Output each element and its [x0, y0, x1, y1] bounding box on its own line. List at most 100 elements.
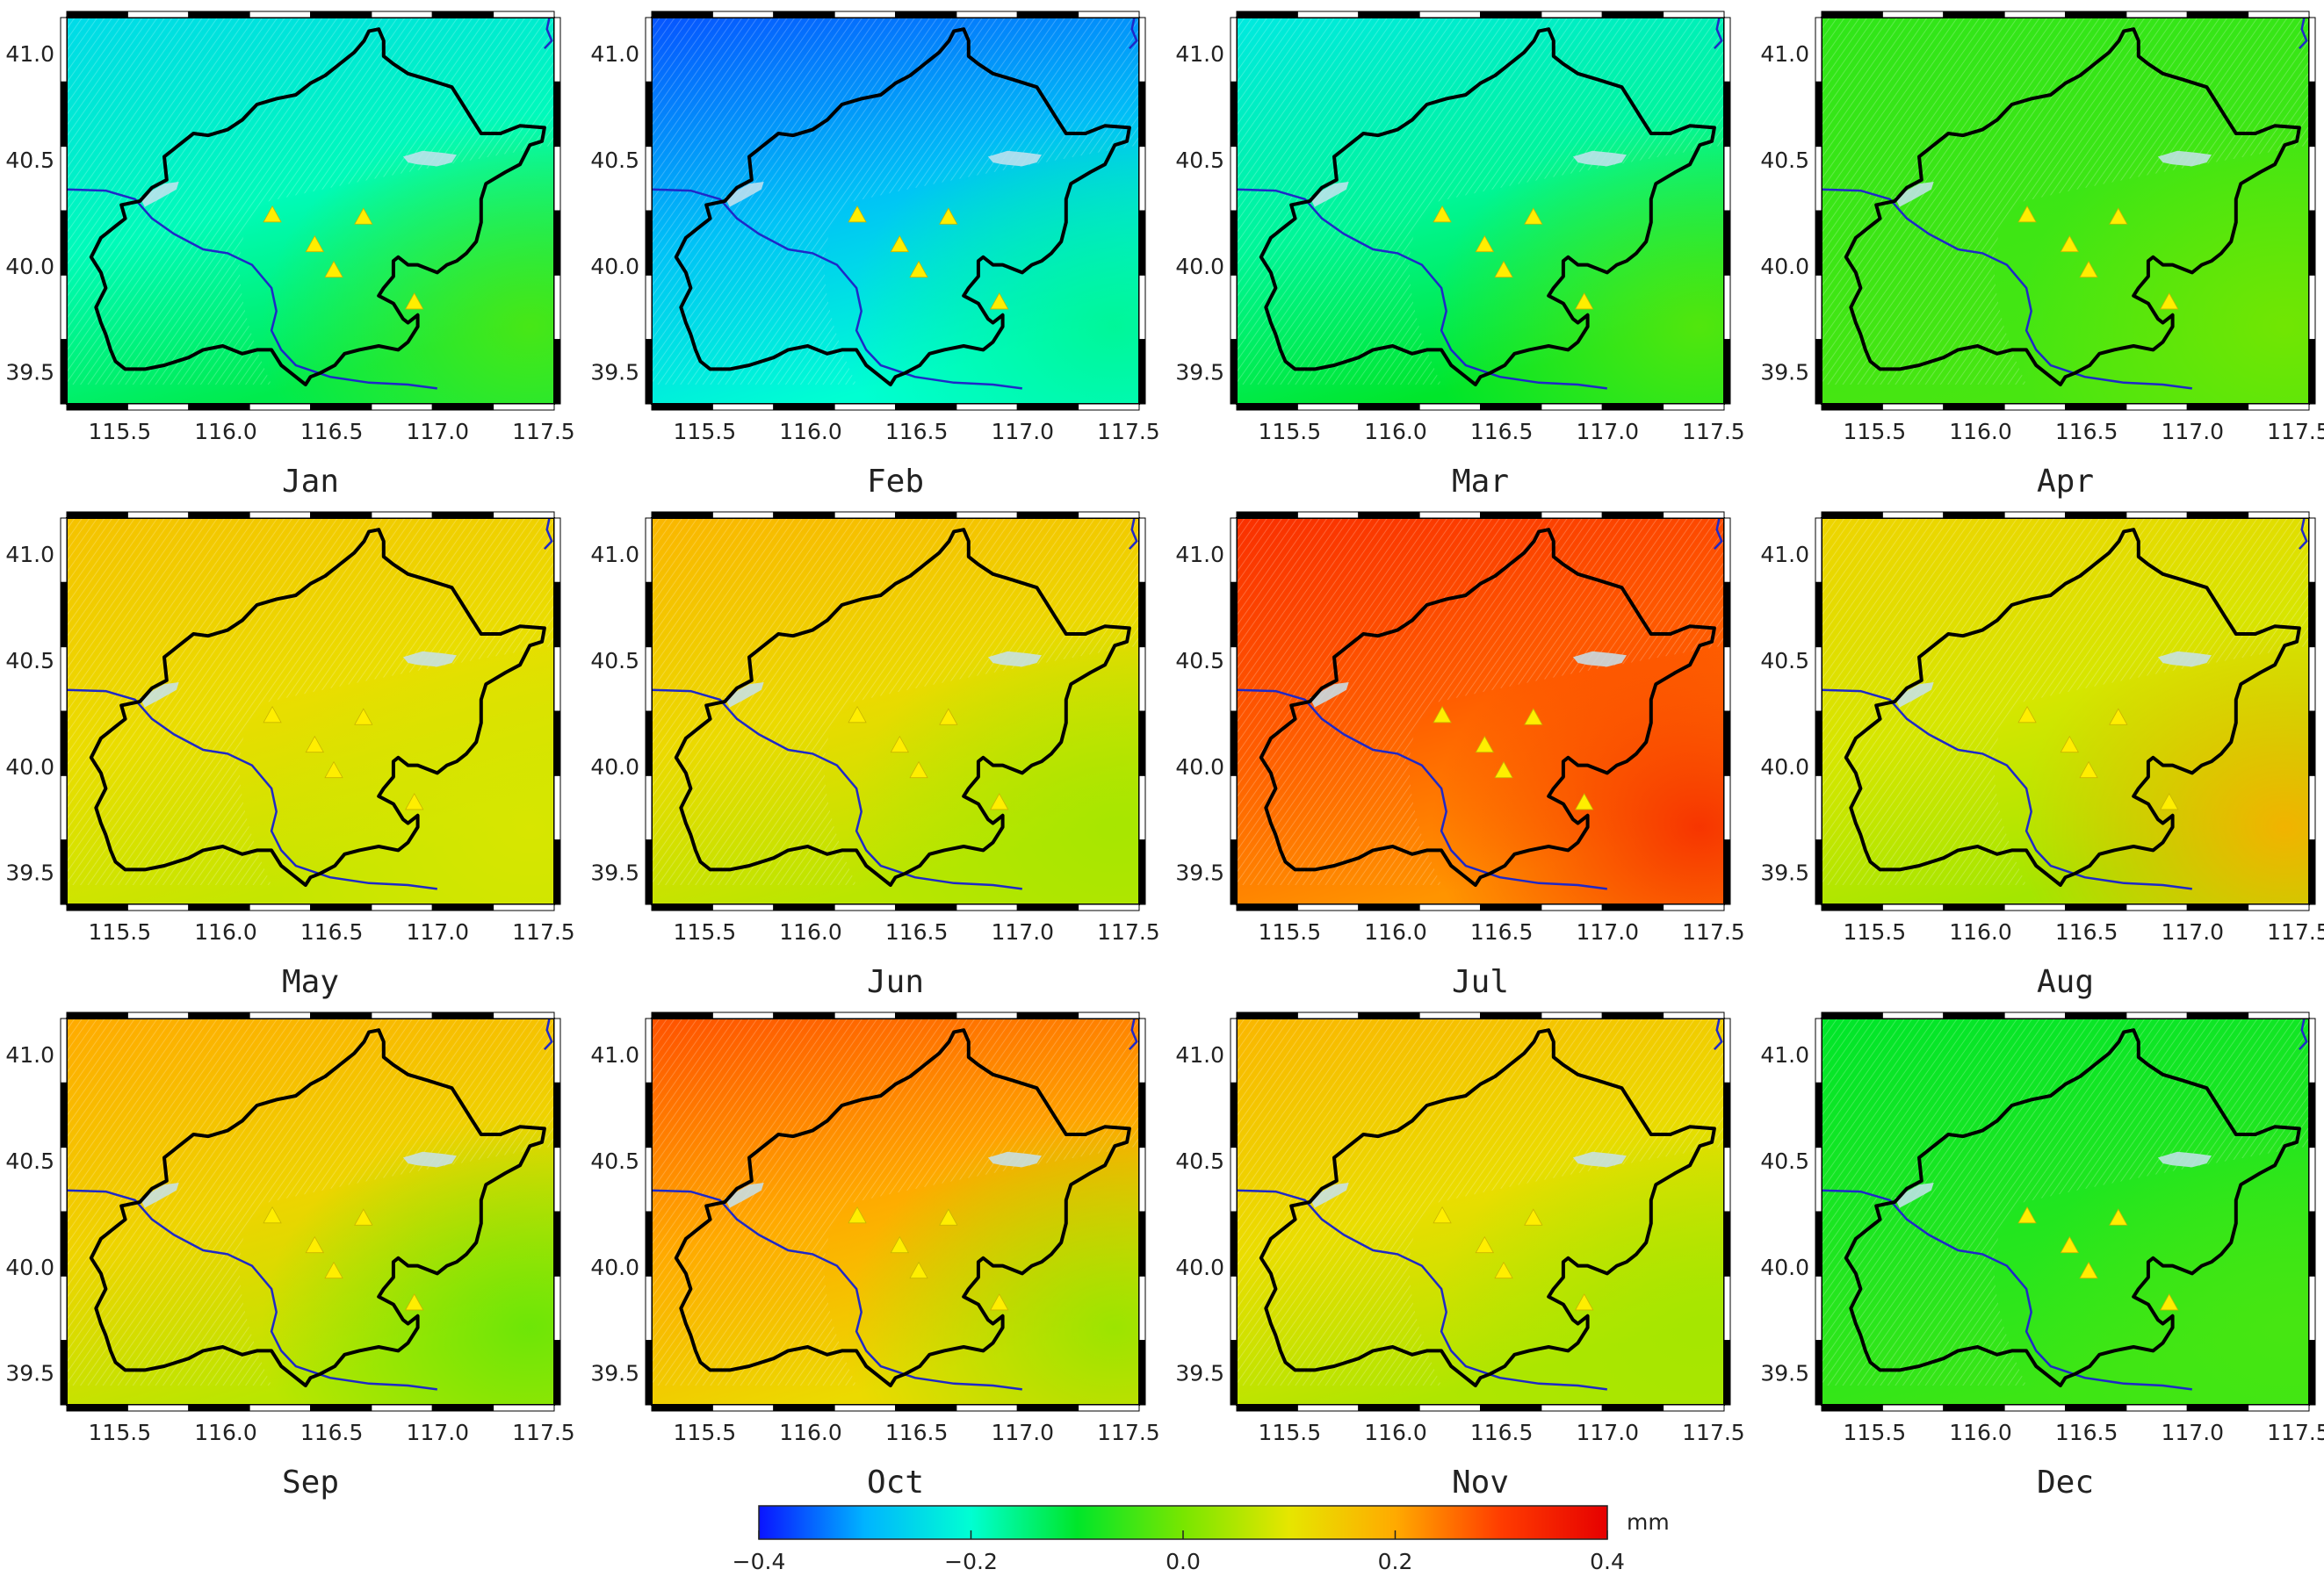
frame-tick-bottom	[493, 403, 555, 411]
frame-tick-bottom	[895, 903, 957, 911]
frame-tick-bottom	[1418, 1404, 1481, 1412]
frame-tick-top	[126, 11, 190, 18]
frame-tick-right	[1138, 517, 1146, 583]
x-tick-label: 116.0	[1364, 919, 1427, 945]
gnss-station-marker	[909, 760, 928, 779]
frame-tick-top	[1663, 511, 1725, 519]
x-tick-label: 117.0	[2161, 1420, 2224, 1445]
beijing-boundary	[89, 528, 546, 887]
frame-tick-top	[2248, 1011, 2310, 1019]
map-panel-jun: 115.5 116.0 116.5 117.0 117.5 41.0 40.5 40.0 39.…	[590, 511, 1160, 1000]
reservoir-1	[1572, 1151, 1627, 1168]
frame-tick-left	[60, 1018, 68, 1083]
frame-tick-left	[60, 517, 68, 583]
frame-tick-bottom	[2065, 903, 2127, 911]
frame-tick-top	[834, 511, 896, 519]
frame-tick-bottom	[2126, 1404, 2188, 1412]
x-tick-label: 117.0	[991, 1420, 1054, 1445]
frame-tick-bottom	[249, 1404, 311, 1412]
frame-tick-top	[1821, 511, 1883, 519]
frame-tick-bottom	[1358, 403, 1420, 411]
frame-tick-right	[1138, 1340, 1146, 1406]
frame-tick-top	[711, 11, 775, 18]
frame-tick-right	[1138, 81, 1146, 148]
frame-tick-top	[66, 1011, 128, 1019]
y-tick-label: 40.0	[590, 254, 639, 279]
frame-tick-right	[2308, 1018, 2316, 1083]
reservoir-2	[140, 682, 179, 708]
gnss-station-marker	[305, 234, 325, 253]
frame-tick-top	[1296, 1011, 1360, 1019]
month-label: Jul	[1452, 964, 1509, 1000]
frame-tick-right	[1723, 81, 1731, 148]
terrain-hillshade	[652, 1019, 1139, 1386]
month-label: Aug	[2037, 964, 2094, 1000]
frame-tick-left	[1230, 274, 1238, 341]
map-panel-feb: 115.5 116.0 116.5 117.0 117.5 41.0 40.5 40.0 39.…	[590, 11, 1160, 500]
frame-tick-bottom	[773, 403, 835, 411]
y-tick-label: 39.5	[5, 1361, 54, 1386]
frame-tick-right	[2308, 1340, 2316, 1406]
x-tick-label: 116.0	[1949, 919, 2012, 945]
map-panel-apr: 115.5 116.0 116.5 117.0 117.5 41.0 40.5 40.0 39.…	[1760, 11, 2324, 500]
frame-tick-right	[1723, 710, 1731, 776]
y-tick-label: 40.5	[1175, 148, 1224, 173]
x-tick-label: 115.5	[674, 919, 737, 945]
frame-tick-top	[493, 11, 555, 18]
frame-tick-right	[1723, 210, 1731, 276]
frame-tick-left	[645, 1340, 653, 1406]
frame-tick-bottom	[2126, 903, 2188, 911]
gnss-station-marker	[2017, 1206, 2037, 1224]
frame-tick-bottom	[66, 403, 128, 411]
gnss-station-marker	[263, 706, 282, 724]
frame-tick-bottom	[371, 903, 433, 911]
y-tick-label: 40.5	[590, 1148, 639, 1174]
frame-tick-top	[773, 511, 835, 519]
x-tick-label: 116.0	[1364, 1420, 1427, 1445]
frame-tick-top	[431, 511, 494, 519]
x-tick-label: 117.5	[2267, 1420, 2324, 1445]
frame-tick-bottom	[188, 403, 250, 411]
frame-tick-right	[2308, 774, 2316, 841]
y-tick-label: 40.0	[5, 754, 54, 780]
beijing-boundary	[1844, 1028, 2301, 1387]
frame-tick-left	[645, 1275, 653, 1342]
frame-tick-top	[895, 1011, 957, 1019]
frame-tick-bottom	[1943, 1404, 2005, 1412]
frame-tick-bottom	[2003, 1404, 2066, 1412]
frame-tick-top	[773, 1011, 835, 1019]
map-panel-dec: 115.5 116.0 116.5 117.0 117.5 41.0 40.5 40.0 39.…	[1760, 1011, 2324, 1501]
frame-tick-bottom	[188, 903, 250, 911]
x-tick-label: 116.5	[1470, 919, 1534, 945]
frame-tick-bottom	[1480, 1404, 1542, 1412]
river-line-east	[543, 517, 553, 551]
frame-tick-top	[1821, 11, 1883, 18]
frame-tick-bottom	[126, 1404, 190, 1412]
frame-tick-top	[956, 1011, 1018, 1019]
frame-tick-bottom	[1663, 1404, 1725, 1412]
gnss-station-marker	[2109, 708, 2128, 725]
frame-tick-bottom	[711, 403, 775, 411]
y-tick-label: 40.5	[5, 1148, 54, 1174]
frame-tick-top	[371, 11, 433, 18]
y-tick-label: 40.5	[1760, 148, 1809, 173]
x-tick-label: 115.5	[89, 1420, 152, 1445]
frame-tick-bottom	[126, 403, 190, 411]
frame-tick-top	[1078, 511, 1140, 519]
reservoir-2	[1895, 682, 1934, 708]
gnss-station-marker	[324, 760, 343, 779]
map-panel-may: 115.5 116.0 116.5 117.0 117.5 41.0 40.5 40.0 39.…	[5, 511, 575, 1000]
reservoir-2	[1895, 1183, 1934, 1208]
y-tick-label: 40.0	[5, 254, 54, 279]
frame-tick-bottom	[1016, 403, 1079, 411]
month-label: Jun	[867, 964, 924, 1000]
frame-tick-right	[1138, 581, 1146, 648]
frame-tick-top	[1663, 11, 1725, 18]
frame-tick-left	[645, 646, 653, 712]
reservoir-1	[2157, 651, 2212, 667]
y-tick-label: 41.0	[1175, 1042, 1224, 1068]
x-tick-label: 116.0	[1364, 419, 1427, 444]
gnss-station-marker	[909, 1261, 928, 1279]
frame-tick-top	[1541, 511, 1603, 519]
map-panel-jul: 115.5 116.0 116.5 117.0 117.5 41.0 40.5 40.0 39.…	[1175, 511, 1745, 1000]
